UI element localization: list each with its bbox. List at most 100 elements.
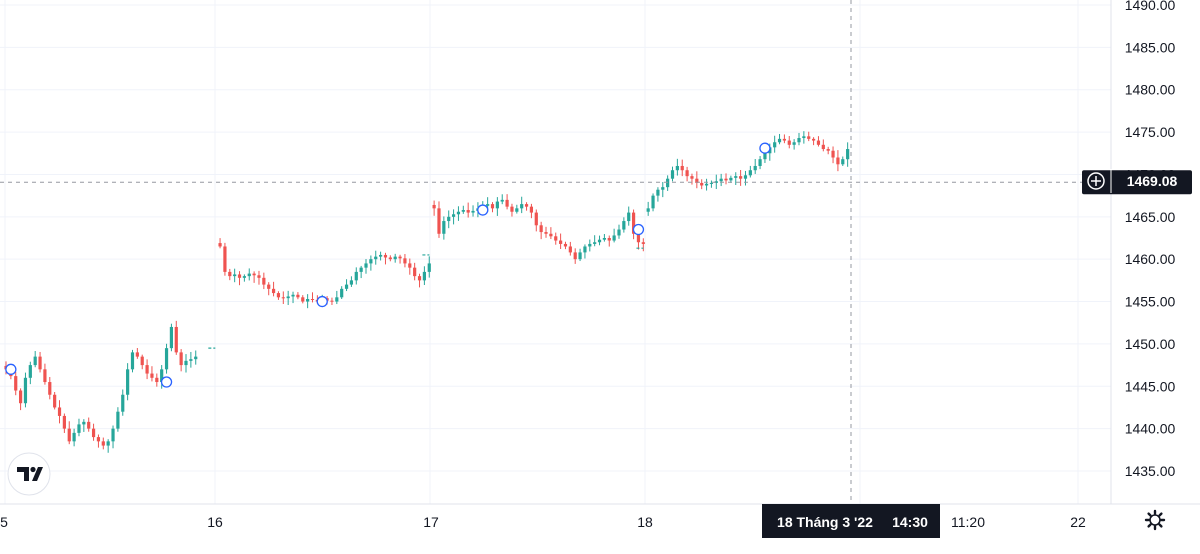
- y-tick-label: 1435.00: [1125, 463, 1176, 479]
- candle: [28, 361, 32, 385]
- gear-icon[interactable]: [1144, 509, 1166, 531]
- candle: [466, 202, 470, 218]
- candle: [709, 180, 714, 188]
- event-marker[interactable]: [160, 376, 173, 388]
- candle: [583, 244, 587, 259]
- candle: [836, 150, 840, 172]
- candle: [169, 323, 174, 352]
- candle: [23, 372, 28, 408]
- candle: [422, 266, 426, 286]
- candle: [748, 165, 752, 178]
- x-tick-label: 11:20: [951, 514, 985, 530]
- candle: [495, 197, 499, 216]
- candle: [724, 173, 728, 185]
- candle: [505, 194, 509, 210]
- x-tick-label: 16: [207, 514, 223, 530]
- candle: [782, 134, 786, 144]
- candle: [641, 238, 645, 252]
- candle: [408, 258, 412, 275]
- candle: [607, 235, 611, 247]
- candle: [67, 421, 71, 445]
- plus-circle-icon[interactable]: [1087, 172, 1105, 190]
- candle: [690, 173, 694, 185]
- tradingview-logo[interactable]: [7, 452, 51, 496]
- candle: [82, 419, 86, 432]
- candle: [359, 265, 363, 279]
- candle: [189, 351, 193, 368]
- candle: [451, 209, 456, 225]
- candle: [792, 139, 796, 150]
- candle: [140, 354, 144, 370]
- candle: [447, 210, 451, 229]
- candle: [461, 205, 465, 214]
- candle: [281, 291, 285, 304]
- candle: [510, 203, 514, 217]
- candle: [646, 201, 650, 216]
- candle: [811, 137, 816, 146]
- candle: [262, 272, 266, 290]
- candle: [704, 178, 709, 191]
- price-axis-background: [1111, 0, 1200, 504]
- candle: [126, 363, 130, 401]
- event-marker[interactable]: [632, 223, 645, 236]
- candle: [247, 268, 251, 281]
- candle: [48, 377, 52, 400]
- candle: [627, 206, 631, 226]
- time-axis[interactable]: 5 16 17 18 11:20 22: [0, 514, 1086, 530]
- candle: [500, 194, 504, 205]
- candle: [427, 256, 431, 278]
- candle: [573, 248, 577, 264]
- candle: [826, 146, 830, 155]
- candle: [666, 175, 670, 191]
- candle: [743, 170, 748, 186]
- y-tick-label: 1480.00: [1125, 82, 1176, 98]
- candle: [237, 271, 242, 286]
- candle: [734, 172, 738, 186]
- candle: [529, 203, 534, 219]
- candle: [554, 232, 558, 245]
- candle: [369, 255, 373, 271]
- crosshair: [0, 0, 1111, 504]
- candle: [155, 373, 159, 387]
- candle: [228, 268, 232, 281]
- candle: [490, 202, 495, 213]
- candle: [588, 239, 592, 252]
- candle: [602, 233, 606, 242]
- candle: [398, 254, 402, 264]
- event-marker[interactable]: [477, 204, 489, 216]
- candle: [442, 216, 446, 240]
- candle: [354, 267, 358, 285]
- candle: [150, 366, 154, 382]
- price-axis[interactable]: 1490.001485.001480.001475.001470.001465.…: [1125, 0, 1176, 479]
- candle: [174, 320, 178, 355]
- candle: [617, 224, 621, 239]
- candle: [335, 290, 339, 305]
- candle: [597, 235, 602, 246]
- candle: [179, 349, 183, 372]
- candle: [310, 292, 315, 303]
- candle: [802, 131, 806, 144]
- candle: [680, 159, 684, 177]
- candle: [403, 254, 407, 268]
- candle: [568, 241, 572, 256]
- candle: [656, 187, 660, 202]
- event-marker[interactable]: [759, 142, 771, 154]
- candle: [544, 226, 548, 238]
- candle: [383, 252, 388, 265]
- candle: [719, 173, 723, 187]
- candle: [729, 175, 733, 183]
- candle: [524, 202, 529, 211]
- candle: [291, 291, 295, 304]
- y-tick-label: 1465.00: [1125, 209, 1176, 225]
- candle: [62, 413, 66, 433]
- event-marker[interactable]: [316, 295, 328, 308]
- candle: [116, 407, 120, 432]
- candle: [340, 286, 344, 300]
- candle: [534, 209, 538, 232]
- y-tick-label: 1475.00: [1125, 124, 1176, 140]
- crosshair-price-text: 1469.08: [1127, 173, 1178, 189]
- candle: [685, 166, 689, 182]
- event-marker[interactable]: [5, 363, 17, 375]
